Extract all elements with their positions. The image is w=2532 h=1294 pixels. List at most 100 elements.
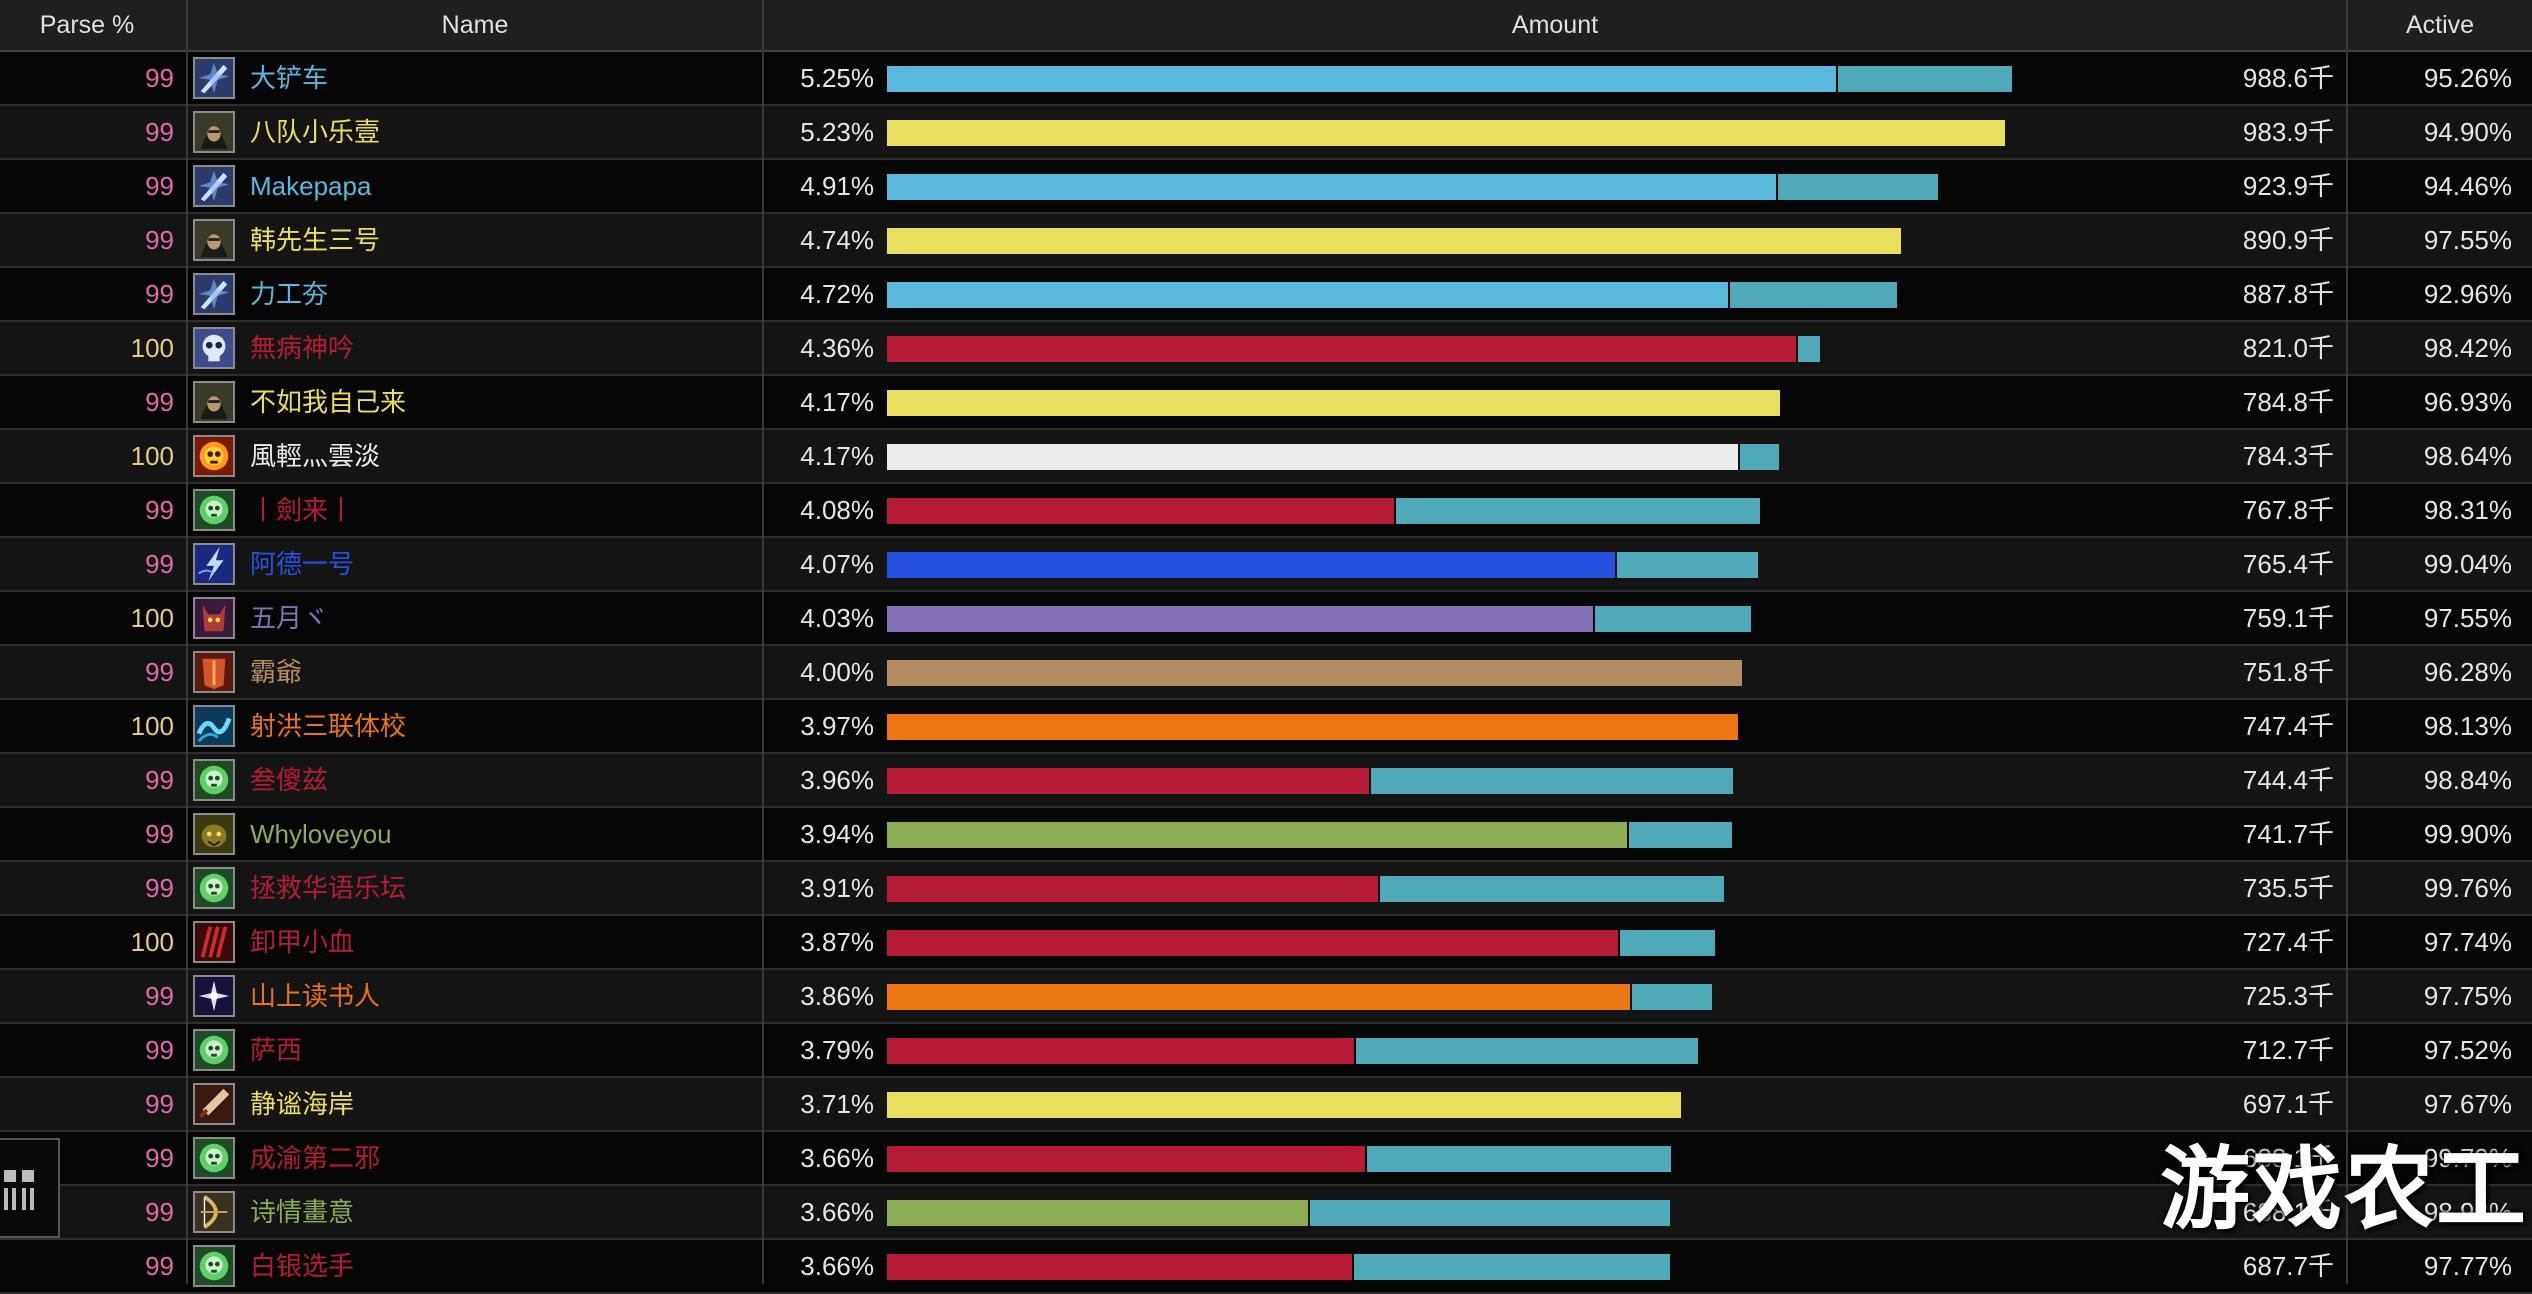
table-row[interactable]: 99 叁傻兹 3.96% 744.4千 98.84% [0, 754, 2532, 808]
table-row[interactable]: 99 Makepapa 4.91% 923.9千 94.46% [0, 160, 2532, 214]
player-name-link[interactable]: 成渝第二邪 [250, 1143, 381, 1173]
player-name-link[interactable]: 静谧海岸 [250, 1089, 355, 1119]
damage-percent: 4.74% [800, 225, 874, 255]
player-name-link[interactable]: 叁傻兹 [250, 765, 329, 795]
player-name-link[interactable]: 五月ヾ [250, 603, 329, 633]
parse-value: 99 [145, 981, 174, 1011]
table-row[interactable]: 99 诗情畫意 3.66% 688.1千 98.98% [0, 1186, 2532, 1240]
table-row[interactable]: 99 成渝第二邪 3.66% 688.1千 99.79% [0, 1132, 2532, 1186]
pet-damage-bar [1837, 66, 2013, 92]
damage-percent: 3.96% [800, 765, 874, 795]
plague-skull-icon [193, 489, 235, 531]
table-row[interactable]: 99 Whyloveyou 3.94% 741.7千 99.90% [0, 808, 2532, 862]
water-wave-icon [193, 705, 235, 747]
player-name-link[interactable]: 霸爺 [250, 657, 303, 687]
hooded-rogue-icon [193, 219, 235, 261]
damage-bar [887, 1200, 1309, 1226]
parse-value: 99 [145, 63, 174, 93]
damage-bar [887, 876, 1378, 902]
header-parse[interactable]: Parse % [39, 11, 135, 39]
active-percent: 98.42% [2423, 333, 2512, 363]
fire-skull-icon [193, 435, 235, 477]
damage-bar [887, 336, 1796, 362]
starfall-icon [193, 975, 235, 1017]
parse-value: 99 [145, 171, 174, 201]
damage-amount: 988.6千 [2242, 63, 2334, 93]
damage-amount: 890.9千 [2242, 225, 2334, 255]
pet-damage-bar [1356, 1038, 1698, 1064]
player-name-link[interactable]: 萨西 [250, 1035, 303, 1065]
damage-bar [887, 228, 1901, 254]
damage-percent: 3.79% [800, 1035, 874, 1065]
pet-damage-bar [1729, 282, 1898, 308]
table-row[interactable]: 100 五月ヾ 4.03% 759.1千 97.55% [0, 592, 2532, 646]
player-name-link[interactable]: 诗情畫意 [250, 1197, 355, 1227]
header-name[interactable]: Name [441, 11, 509, 39]
table-row[interactable]: 99 阿德一号 4.07% 765.4千 99.04% [0, 538, 2532, 592]
player-name-link[interactable]: 風輕灬雲淡 [250, 441, 381, 471]
parse-value: 100 [130, 441, 174, 471]
parse-value: 99 [145, 1251, 174, 1281]
parse-value: 99 [145, 1143, 174, 1173]
player-name-link[interactable]: 拯救华语乐坛 [250, 873, 407, 903]
player-name-link[interactable]: 射洪三联体校 [250, 711, 407, 741]
table-row[interactable]: 99 不如我自己来 4.17% 784.8千 96.93% [0, 376, 2532, 430]
player-name-link[interactable]: 阿德一号 [250, 549, 355, 579]
column-divider [2346, 0, 2348, 1284]
table-row[interactable]: 100 射洪三联体校 3.97% 747.4千 98.13% [0, 700, 2532, 754]
active-percent: 96.93% [2423, 387, 2512, 417]
player-name-link[interactable]: Makepapa [250, 171, 372, 201]
player-name-link[interactable]: 卸甲小血 [250, 927, 355, 957]
table-row[interactable]: 99 霸爺 4.00% 751.8千 96.28% [0, 646, 2532, 700]
table-row[interactable]: 100 風輕灬雲淡 4.17% 784.3千 98.64% [0, 430, 2532, 484]
pet-damage-bar [1370, 768, 1734, 794]
parse-value: 99 [145, 765, 174, 795]
active-percent: 99.04% [2423, 549, 2512, 579]
player-name-link[interactable]: 大铲车 [250, 63, 329, 93]
player-name-link[interactable]: Whyloveyou [250, 819, 392, 849]
table-row[interactable]: 99 力工夯 4.72% 887.8千 92.96% [0, 268, 2532, 322]
header-amount[interactable]: Amount [1511, 11, 1599, 39]
damage-percent: 4.72% [800, 279, 874, 309]
pet-damage-bar [1367, 1146, 1671, 1172]
player-name-link[interactable]: 山上读书人 [250, 981, 381, 1011]
player-name-link[interactable]: 丨劍来丨 [250, 495, 355, 525]
damage-percent: 3.87% [800, 927, 874, 957]
player-name-link[interactable]: 韩先生三号 [250, 225, 381, 255]
table-row[interactable]: 99 静谧海岸 3.71% 697.1千 97.67% [0, 1078, 2532, 1132]
player-name-link[interactable]: 無病神吟 [250, 333, 355, 363]
player-name-link[interactable]: 八队小乐壹 [250, 117, 381, 147]
table-row[interactable]: 99 白银选手 3.66% 687.7千 97.77% [0, 1240, 2532, 1294]
table-row[interactable]: 99 韩先生三号 4.74% 890.9千 97.55% [0, 214, 2532, 268]
player-name-link[interactable]: 不如我自己来 [250, 387, 407, 417]
table-row[interactable]: 100 卸甲小血 3.87% 727.4千 97.74% [0, 916, 2532, 970]
dagger-icon [193, 1083, 235, 1125]
active-percent: 95.26% [2423, 63, 2512, 93]
table-row[interactable]: 99 拯救华语乐坛 3.91% 735.5千 99.76% [0, 862, 2532, 916]
parse-value: 99 [145, 387, 174, 417]
pet-damage-bar [1379, 876, 1725, 902]
damage-amount: 725.3千 [2242, 981, 2334, 1011]
table-row[interactable]: 100 無病神吟 4.36% 821.0千 98.42% [0, 322, 2532, 376]
table-row[interactable]: 99 山上读书人 3.86% 725.3千 97.75% [0, 970, 2532, 1024]
damage-percent: 4.91% [800, 171, 874, 201]
qr-code-icon[interactable] [0, 1138, 60, 1238]
table-row[interactable]: 99 大铲车 5.25% 988.6千 95.26% [0, 52, 2532, 106]
damage-amount: 744.4千 [2242, 765, 2334, 795]
active-percent: 99.79% [2423, 1143, 2512, 1173]
table-row[interactable]: 99 丨劍来丨 4.08% 767.8千 98.31% [0, 484, 2532, 538]
player-name-link[interactable]: 白银选手 [250, 1251, 355, 1281]
frost-shard-icon [193, 273, 235, 315]
damage-bar [887, 660, 1743, 686]
header-active[interactable]: Active [2405, 11, 2475, 39]
player-name-link[interactable]: 力工夯 [250, 279, 329, 309]
table-row[interactable]: 99 萨西 3.79% 712.7千 97.52% [0, 1024, 2532, 1078]
table-header: Parse % Name Amount Active [0, 0, 2532, 52]
watermark-text: 游戏农工 [2160, 1137, 2528, 1242]
column-divider [186, 0, 188, 1284]
parse-value: 99 [145, 225, 174, 255]
active-percent: 98.84% [2423, 765, 2512, 795]
table-row[interactable]: 99 八队小乐壹 5.23% 983.9千 94.90% [0, 106, 2532, 160]
active-percent: 97.55% [2423, 603, 2512, 633]
frost-shard-icon [193, 57, 235, 99]
